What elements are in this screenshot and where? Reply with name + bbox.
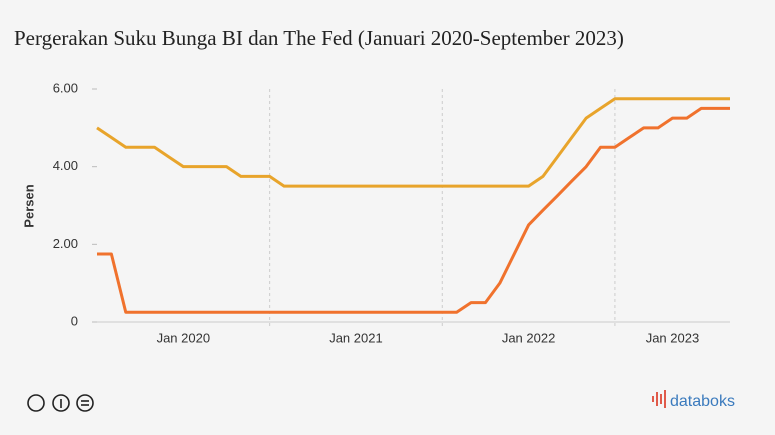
brand-logo	[652, 390, 666, 408]
y-tick-label: 6.00	[53, 80, 78, 95]
chart-title: Pergerakan Suku Bunga BI dan The Fed (Ja…	[14, 26, 624, 50]
y-tick-label: 2.00	[53, 236, 78, 251]
y-axis-label: Persen	[21, 184, 36, 227]
x-tick-label: Jan 2022	[502, 330, 556, 345]
series-line	[96, 97, 730, 188]
y-tick-label: 4.00	[53, 158, 78, 173]
x-tick-label: Jan 2021	[329, 330, 383, 345]
license-icons	[27, 394, 94, 412]
x-tick-label: Jan 2023	[646, 330, 700, 345]
x-tick-label: Jan 2020	[157, 330, 211, 345]
series-line	[97, 106, 730, 314]
brand: databoks	[670, 393, 735, 410]
y-tick-label: 0	[71, 313, 78, 328]
